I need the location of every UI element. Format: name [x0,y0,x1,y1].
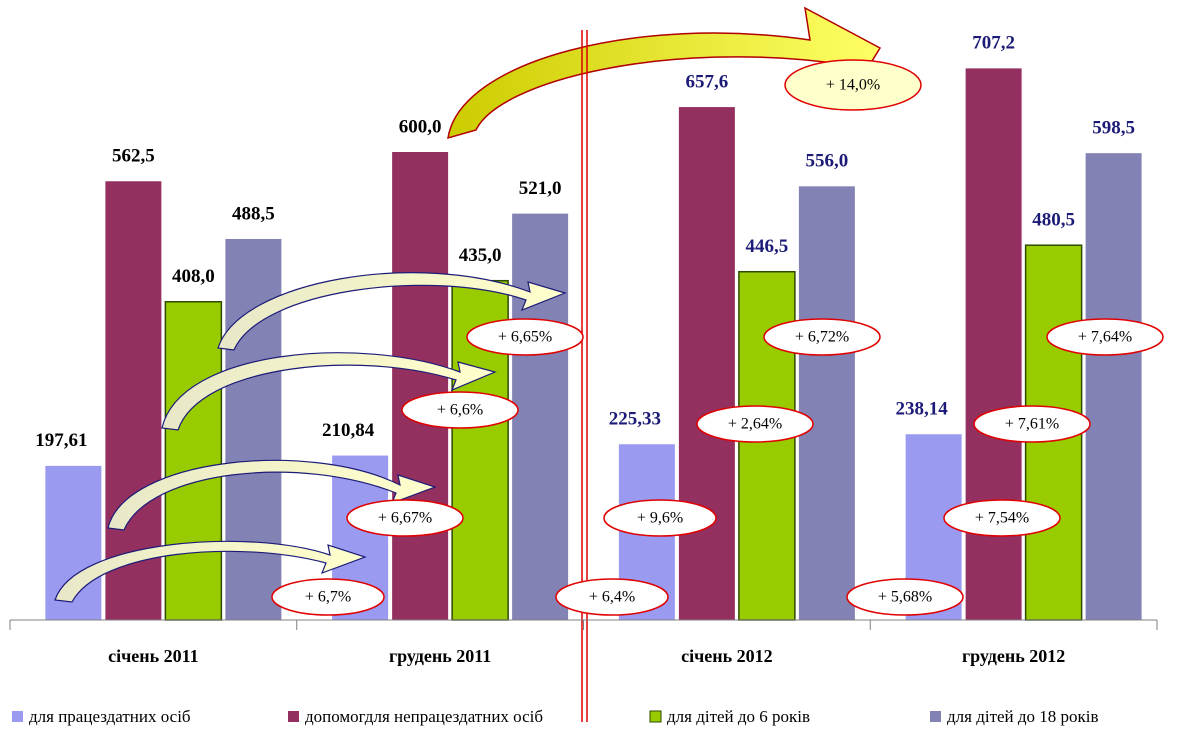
data-label: 556,0 [806,151,849,172]
data-label: 197,61 [35,430,87,451]
legend-label: для працездатних осіб [29,707,191,726]
legend-label: допомогдля непрацездатних осіб [305,707,543,726]
annotation: + 14,0% [826,77,880,94]
annotation: + 6,72% [795,329,849,346]
annotation-bubble [784,59,922,111]
annotation: + 6,65% [498,329,552,346]
bar [1085,153,1142,621]
legend-label: для дітей до 18 років [947,707,1099,726]
bar [105,181,162,620]
arrow [107,459,437,531]
data-label: 521,0 [519,178,562,199]
annotation-bubble [555,578,669,616]
data-label: 435,0 [459,245,502,266]
data-label: 598,5 [1092,118,1135,139]
legend-swatch [288,711,299,722]
bar [225,238,282,620]
annotation-bubble [271,578,385,616]
annotation: + 6,7% [305,589,351,606]
data-label: 562,5 [112,146,155,167]
bars [45,68,1142,621]
data-label: 225,33 [609,409,661,430]
arrow [161,352,497,431]
annotation: + 6,4% [589,589,635,606]
annotation-bubble [346,499,464,537]
data-label: 408,0 [172,266,215,287]
x-tick-label: грудень 2011 [389,646,491,666]
annotation-bubble [846,578,964,616]
annotation-bubble [943,499,1061,537]
annotation: + 9,6% [637,510,683,527]
arrows [54,272,567,603]
data-label: 488,5 [232,203,275,224]
bar [512,213,569,620]
annotation-bubble [763,318,881,356]
labels: січень 2011 197,61 562,5 408,0 488,5 грудень … [35,33,1135,666]
x-tick-label: січень 2011 [108,646,199,666]
bar [164,301,223,621]
data-label: 600,0 [399,116,442,137]
bar [798,186,855,620]
annotation-bubble [973,405,1091,443]
legend-swatch [930,711,941,722]
legend-swatch [649,710,662,723]
bar [678,107,735,620]
arrow [54,540,367,603]
annotation: + 7,61% [1005,416,1059,433]
data-label: 707,2 [972,33,1015,54]
annotation: + 6,67% [378,510,432,527]
annotation-bubble [696,405,814,443]
annotation-bubble [466,318,584,356]
x-axis [9,619,1158,630]
legend-swatch [12,711,23,722]
annotation: + 5,68% [878,589,932,606]
annotations: + 14,0% + 6,65% + 6,6% + 6,67% + 6,7% + 6,4% +… [271,59,1164,616]
x-tick-label: січень 2012 [681,646,773,666]
legend: для працездатних осіб допомогдля непрацез… [12,707,1099,726]
arrow [217,272,567,351]
data-label: 657,6 [686,71,729,92]
legend-label: для дітей до 6 років [667,707,810,726]
annotation-bubble [1046,318,1164,356]
data-label: 210,84 [322,420,375,441]
annotation-bubble [401,391,519,429]
annotation: + 7,54% [975,510,1029,527]
data-label: 446,5 [746,236,789,257]
x-tick-label: грудень 2012 [962,646,1065,666]
bar [965,68,1022,620]
data-label: 480,5 [1032,210,1075,231]
bar [392,152,449,620]
annotation: + 2,64% [728,416,782,433]
annotation: + 6,6% [437,402,483,419]
annotation: + 7,64% [1078,329,1132,346]
data-label: 238,14 [896,399,949,420]
annotation-bubble [603,499,717,537]
